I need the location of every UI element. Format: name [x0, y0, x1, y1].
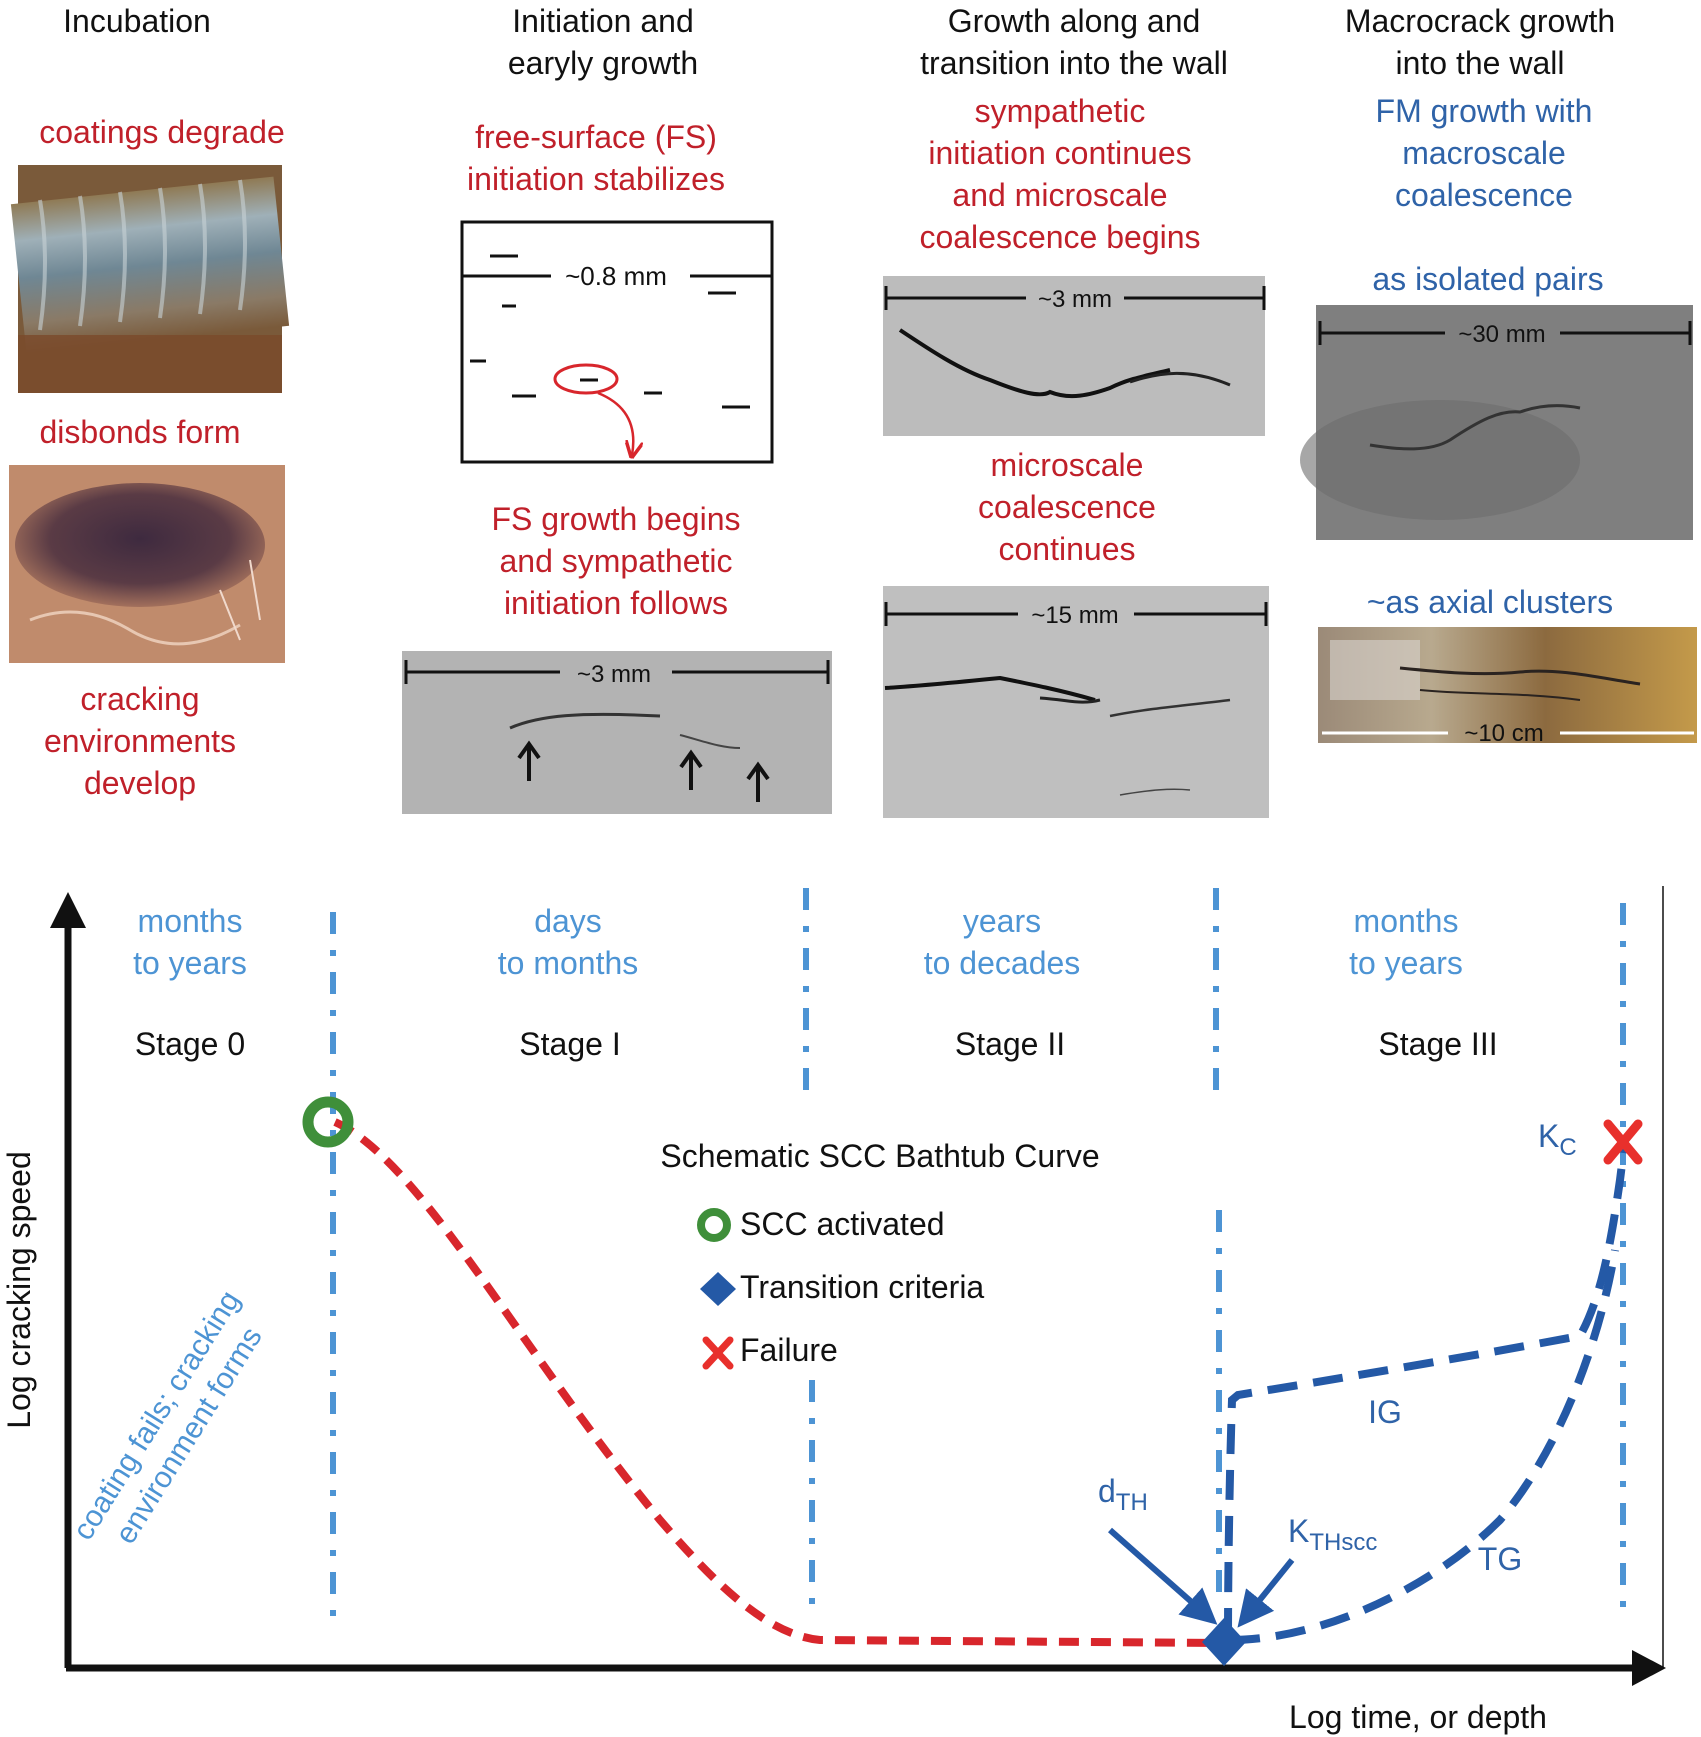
isolated-pairs-label: as isolated pairs — [1372, 261, 1603, 297]
stage1-duration-1: days — [534, 903, 602, 939]
stage3-name: Stage III — [1378, 1026, 1497, 1062]
k-thscc-label: KTHscc — [1288, 1513, 1377, 1556]
arrow-markers — [517, 740, 770, 802]
growth-note-1: sympathetic — [975, 93, 1146, 129]
panel-incubation: Incubation coatings degrade disbonds for… — [9, 3, 290, 801]
x-axis-label: Log time, or depth — [1289, 1699, 1547, 1735]
fs-growth-note-2: and sympathetic — [499, 543, 732, 579]
ig-label: IG — [1368, 1394, 1402, 1430]
d-th-label: dTH — [1098, 1473, 1148, 1516]
fs-note-2: initiation stabilizes — [467, 161, 725, 197]
micro-coalescence-2: coalescence — [978, 489, 1156, 525]
k-c-label: KC — [1538, 1118, 1577, 1161]
axes — [50, 886, 1666, 1686]
coatings-degrade-note: coatings degrade — [39, 114, 285, 150]
stage1-duration-2: to months — [498, 945, 639, 981]
cracking-env-note-1: cracking — [80, 681, 199, 717]
transition-criteria-icon — [700, 1272, 736, 1306]
red-bathtub-curve — [333, 1118, 1223, 1647]
legend-failure: Failure — [740, 1332, 838, 1368]
initiation-title-1: Initiation and — [512, 3, 693, 39]
initiation-title-2: earyly growth — [508, 45, 698, 81]
stage2-duration-2: to decades — [924, 945, 1081, 981]
ig-curve — [1224, 1139, 1629, 1639]
disbonds-note: disbonds form — [40, 414, 241, 450]
macro-title-2: into the wall — [1396, 45, 1565, 81]
curve-title: Schematic SCC Bathtub Curve — [660, 1138, 1099, 1174]
fs-growth-note-3: initiation follows — [504, 585, 728, 621]
scc-activated-icon — [697, 1208, 731, 1242]
panel-growth: Growth along and transition into the wal… — [883, 3, 1269, 818]
clusters-scale: ~10 cm — [1464, 720, 1543, 747]
pipe-photo-icon — [10, 165, 290, 393]
axial-clusters-photo: ~10 cm — [1318, 627, 1697, 747]
stage3-duration-2: to years — [1349, 945, 1463, 981]
fm-note-1: FM growth with — [1376, 93, 1593, 129]
stage1-name: Stage I — [519, 1026, 620, 1062]
stage0-duration-1: months — [138, 903, 243, 939]
stage2-duration-1: years — [963, 903, 1041, 939]
stage-labels: months to years Stage 0 days to months S… — [133, 903, 1498, 1062]
growth-top-scale: ~3 mm — [1038, 286, 1112, 313]
micrograph-scale-label: ~3 mm — [577, 661, 651, 688]
panel-initiation: Initiation and earyly growth free-surfac… — [402, 3, 832, 814]
axial-clusters-label: ~as axial clusters — [1367, 584, 1613, 620]
cracking-env-note-3: develop — [84, 765, 196, 801]
tg-curve — [1229, 1249, 1619, 1644]
stage2-name: Stage II — [955, 1026, 1065, 1062]
legend: SCC activated Transition criteria Failur… — [697, 1206, 984, 1370]
growth-bottom-scale: ~15 mm — [1031, 602, 1118, 629]
incubation-title: Incubation — [63, 3, 211, 39]
legend-transition: Transition criteria — [740, 1269, 984, 1305]
fs-note-1: free-surface (FS) — [475, 119, 717, 155]
fs-schematic: ~0.8 mm — [460, 220, 774, 464]
fm-note-2: macroscale — [1402, 135, 1566, 171]
fm-note-3: coalescence — [1395, 177, 1573, 213]
failure-marker — [1603, 1119, 1643, 1165]
stage3-duration-1: months — [1354, 903, 1459, 939]
initiation-micrograph: ~3 mm — [402, 651, 832, 814]
stage0-name: Stage 0 — [135, 1026, 245, 1062]
growth-title-1: Growth along and — [948, 3, 1201, 39]
isolated-pairs-photo: ~30 mm — [1300, 305, 1693, 540]
growth-note-4: coalescence begins — [919, 219, 1200, 255]
failure-icon — [702, 1336, 734, 1370]
tg-label: TG — [1478, 1541, 1522, 1577]
growth-micrograph-top: ~3 mm — [883, 276, 1266, 436]
panel-macrocrack: Macrocrack growth into the wall FM growt… — [1300, 3, 1697, 747]
stage0-annotation: coating fails; cracking environment form… — [67, 1285, 269, 1550]
macro-title-1: Macrocrack growth — [1345, 3, 1615, 39]
y-axis-label: Log cracking speed — [1, 1151, 37, 1429]
growth-note-2: initiation continues — [928, 135, 1191, 171]
disbond-photo-icon — [9, 465, 285, 663]
stage0-duration-2: to years — [133, 945, 247, 981]
stage-dividers — [330, 888, 1626, 1628]
scc-activated-marker — [302, 1096, 354, 1148]
k-thscc-arrow — [1237, 1558, 1295, 1628]
pairs-scale: ~30 mm — [1458, 321, 1545, 348]
growth-title-2: transition into the wall — [920, 45, 1228, 81]
cracking-env-note-2: environments — [44, 723, 236, 759]
fs-growth-note-1: FS growth begins — [491, 501, 740, 537]
transition-marker — [1202, 1618, 1246, 1666]
growth-micrograph-bottom: ~15 mm — [883, 586, 1269, 818]
schematic-scale-label: ~0.8 mm — [565, 261, 667, 291]
micro-coalescence-3: continues — [999, 531, 1136, 567]
d-th-arrow — [1108, 1527, 1218, 1625]
growth-note-3: and microscale — [952, 177, 1167, 213]
micro-coalescence-1: microscale — [991, 447, 1144, 483]
legend-scc-activated: SCC activated — [740, 1206, 945, 1242]
